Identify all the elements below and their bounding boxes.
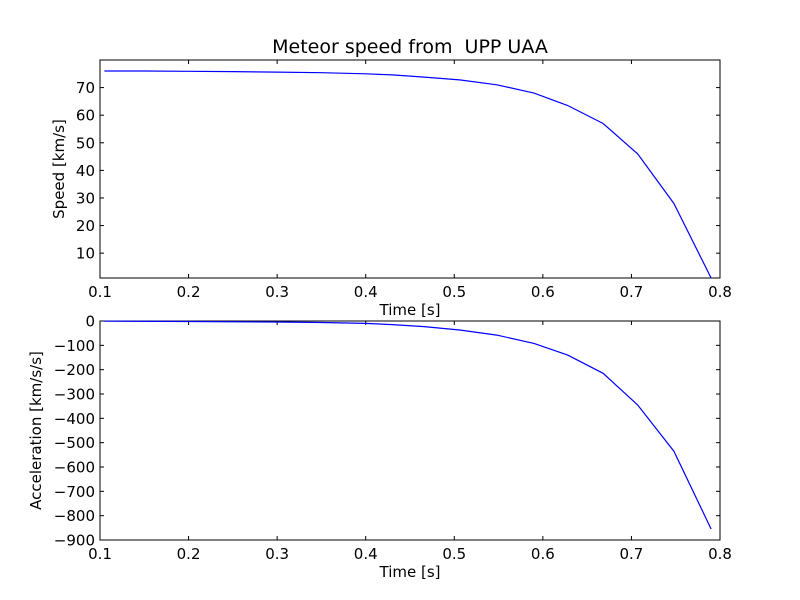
speed-x-tick-label: 0.3	[265, 283, 289, 301]
speed-plot-area	[99, 59, 721, 279]
accel-x-tick-label: 0.4	[354, 545, 378, 563]
acceleration-chart: 0.1 0.2 0.3 0.4 0.5 0.6 0.7 0.8 0 −100 −200 −300 −40…	[27, 313, 732, 582]
speed-y-tick-label: 40	[76, 162, 95, 180]
speed-chart: 0.1 0.2 0.3 0.4 0.5 0.6 0.7 0.8 10 20 30 40 50 60 70 Ti…	[50, 36, 732, 319]
accel-x-tick-label: 0.3	[265, 545, 289, 563]
accel-x-tick-label: 0.5	[442, 545, 466, 563]
accel-y-tick-label: −900	[54, 532, 95, 550]
speed-y-tick-label: 20	[76, 217, 95, 235]
accel-y-tick-label: −700	[54, 483, 95, 501]
accel-y-tick-label: −800	[54, 507, 95, 525]
speed-x-tick-label: 0.7	[619, 283, 643, 301]
speed-x-tick-label: 0.4	[354, 283, 378, 301]
speed-series-line	[104, 70, 712, 279]
accel-y-tick-label: −200	[54, 361, 95, 379]
speed-y-tick-label: 10	[76, 245, 95, 263]
accel-y-tick-label: −400	[54, 410, 95, 428]
accel-y-tick-label: −100	[54, 337, 95, 355]
accel-y-tick-label: −300	[54, 386, 95, 404]
speed-x-tick-label: 0.1	[88, 283, 112, 301]
speed-chart-title: Meteor speed from UPP UAA	[272, 36, 548, 58]
speed-y-axis-label: Speed [km/s]	[50, 119, 68, 219]
accel-x-tick-label: 0.7	[619, 545, 643, 563]
speed-x-tick-label: 0.5	[442, 283, 466, 301]
accel-series-line	[104, 320, 712, 530]
speed-y-tick-label: 50	[76, 134, 95, 152]
accel-y-tick-label: 0	[85, 313, 95, 331]
accel-y-tick-label: −600	[54, 459, 95, 477]
accel-plot-area	[99, 320, 721, 541]
accel-y-tick-label: −500	[54, 434, 95, 452]
speed-x-tick-label: 0.2	[177, 283, 201, 301]
speed-y-tick-label: 30	[76, 189, 95, 207]
accel-x-tick-label: 0.8	[708, 545, 732, 563]
speed-x-axis-label: Time [s]	[379, 301, 441, 319]
accel-x-tick-label: 0.1	[88, 545, 112, 563]
speed-x-tick-label: 0.8	[708, 283, 732, 301]
speed-x-tick-label: 0.6	[531, 283, 555, 301]
speed-y-tick-label: 60	[76, 107, 95, 125]
accel-x-axis-label: Time [s]	[379, 563, 441, 581]
accel-x-tick-label: 0.6	[531, 545, 555, 563]
accel-x-tick-label: 0.2	[177, 545, 201, 563]
accel-y-axis-label: Acceleration [km/s/s]	[27, 351, 45, 510]
speed-y-tick-label: 70	[76, 79, 95, 97]
